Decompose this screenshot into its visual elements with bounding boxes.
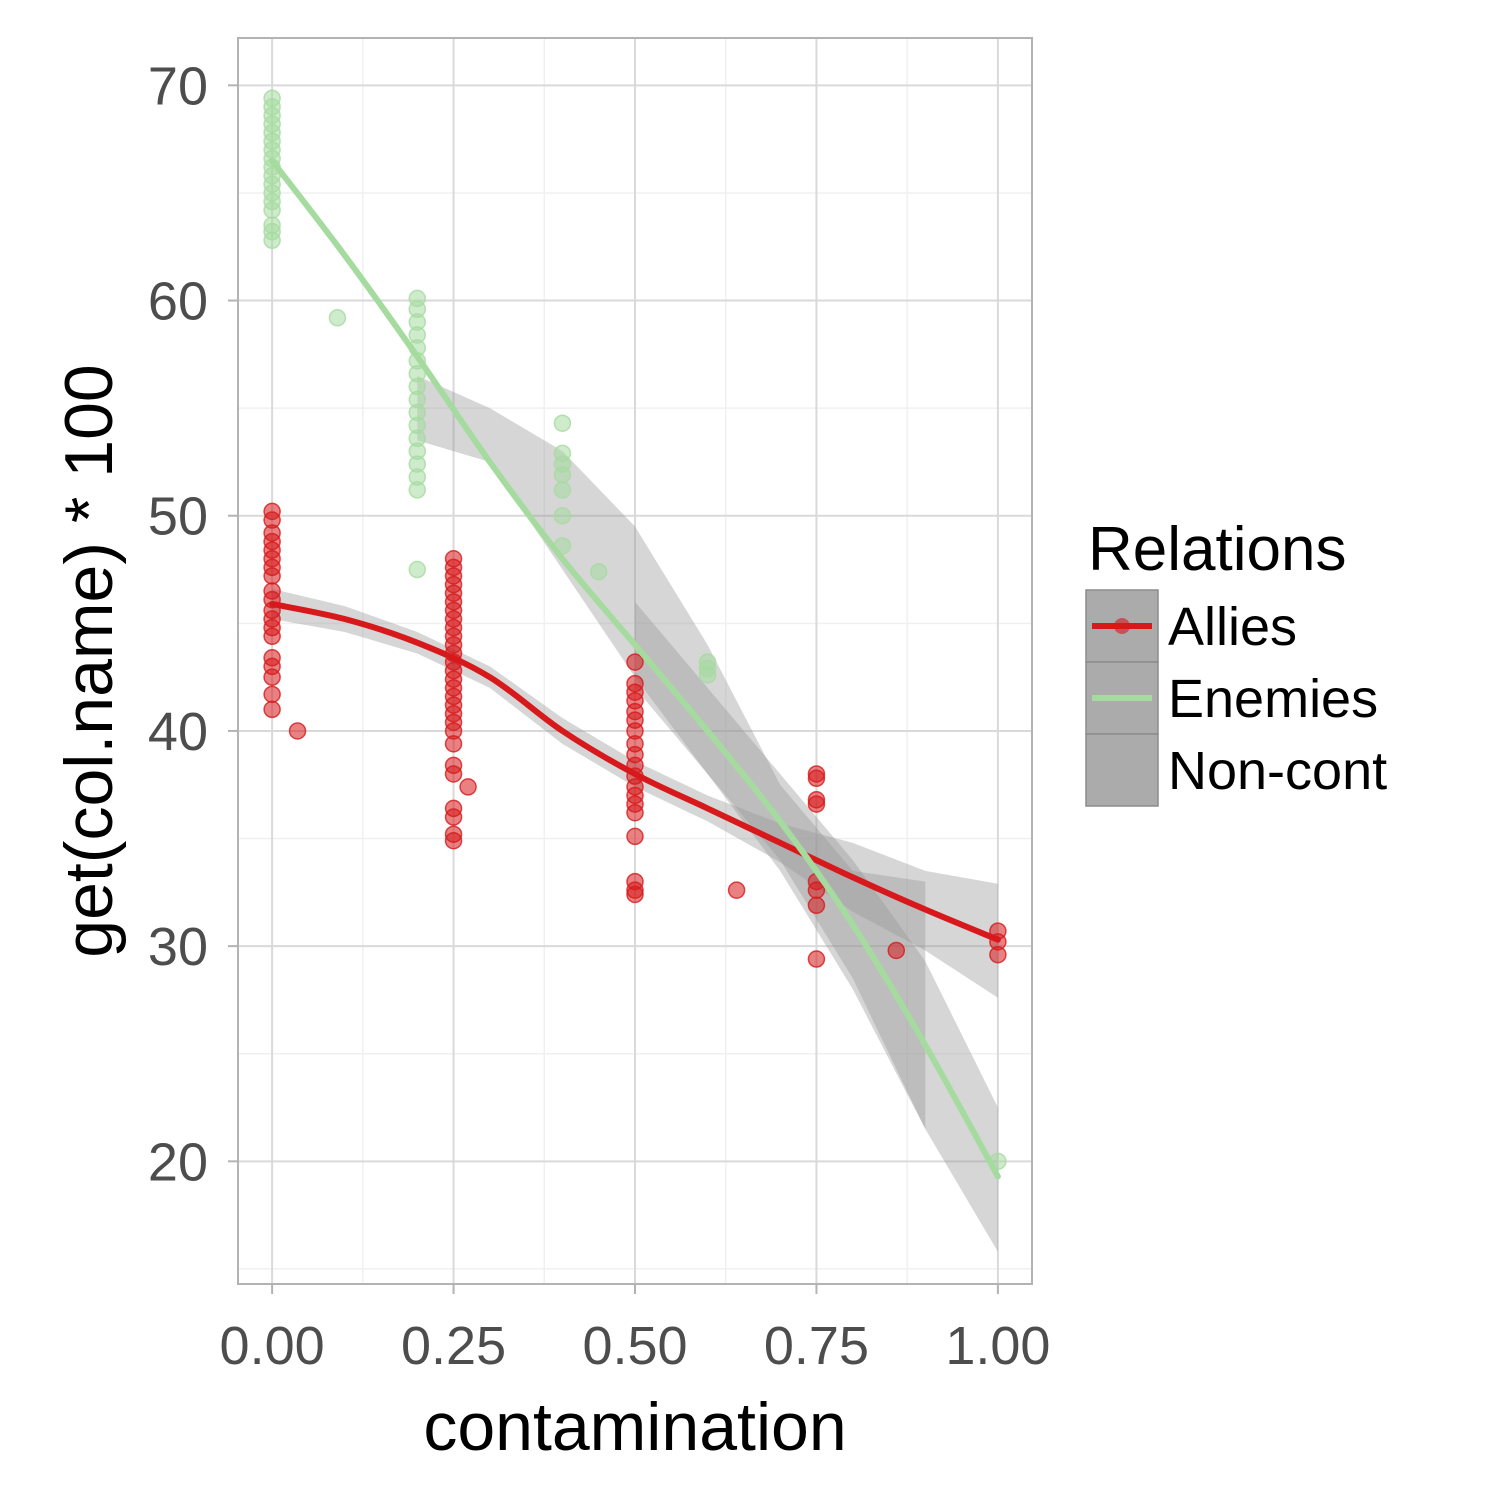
legend-title: Relations <box>1088 515 1346 584</box>
confidence-band-enemies <box>635 601 998 1252</box>
legend-label-allies: Allies <box>1168 597 1297 657</box>
data-point-allies <box>807 896 826 915</box>
data-point-enemies <box>553 414 572 432</box>
data-point-allies <box>626 653 644 671</box>
data-point-allies <box>807 795 826 813</box>
legend-point-allies <box>1114 618 1130 634</box>
y-tick-label: 50 <box>148 487 208 547</box>
data-point-allies <box>459 778 477 796</box>
data-point-allies <box>263 700 281 719</box>
data-point-allies <box>444 765 463 783</box>
data-point-allies <box>444 831 463 850</box>
data-point-enemies <box>553 481 572 499</box>
data-point-allies <box>807 881 826 899</box>
y-tick-label: 70 <box>148 56 208 116</box>
ribbon-layer <box>272 375 998 1252</box>
data-point-enemies <box>553 506 572 525</box>
legend: Relations Allies Enemies Non-cont <box>1085 515 1387 807</box>
data-point-allies <box>263 627 281 646</box>
data-point-enemies <box>328 309 347 327</box>
data-point-enemies <box>553 466 572 484</box>
data-point-allies <box>288 722 307 740</box>
fit-line-enemies <box>269 157 1001 1180</box>
x-axis-ticks: 0.00 0.25 0.50 0.75 1.00 <box>220 1284 1050 1376</box>
x-tick-label: 0.50 <box>582 1316 687 1376</box>
data-point-allies <box>807 769 826 788</box>
fit-layer <box>269 157 1001 1180</box>
x-tick-label: 0.25 <box>401 1316 506 1376</box>
data-point-allies <box>626 827 644 846</box>
y-tick-label: 60 <box>148 272 208 332</box>
x-tick-label: 0.75 <box>764 1316 869 1376</box>
legend-key-non-cont <box>1085 733 1159 807</box>
x-axis-title: contamination <box>423 1389 846 1465</box>
fit-line-allies <box>269 600 1001 943</box>
confidence-band-non-cont <box>417 375 926 1130</box>
data-point-allies <box>887 941 906 960</box>
y-axis-ticks: 20 30 40 50 60 70 <box>148 56 238 1192</box>
y-tick-label: 20 <box>148 1132 208 1192</box>
data-point-allies <box>263 567 281 585</box>
data-point-enemies <box>408 481 427 499</box>
legend-label-enemies: Enemies <box>1168 669 1378 729</box>
data-point-allies <box>807 950 826 968</box>
data-point-enemies <box>263 231 281 250</box>
confidence-band-allies <box>272 588 998 998</box>
legend-label-non-cont: Non-cont <box>1168 741 1387 801</box>
y-axis-title: get(col.name) * 100 <box>51 364 127 957</box>
legend-keys: Allies Enemies Non-cont <box>1085 589 1387 807</box>
x-tick-label: 0.00 <box>220 1316 325 1376</box>
data-point-enemies <box>698 666 717 684</box>
x-tick-label: 1.00 <box>945 1316 1050 1376</box>
data-point-allies <box>263 668 281 686</box>
data-point-allies <box>989 945 1007 964</box>
data-point-allies <box>727 881 746 899</box>
y-tick-label: 40 <box>148 702 208 762</box>
data-point-allies <box>444 735 463 753</box>
data-point-enemies <box>408 560 427 579</box>
y-tick-label: 30 <box>148 917 208 977</box>
data-point-enemies <box>589 562 608 581</box>
data-point-allies <box>626 885 644 904</box>
data-point-allies <box>626 803 644 822</box>
data-point-enemies <box>263 201 281 219</box>
data-point-allies <box>444 808 463 826</box>
data-point-allies <box>263 685 281 704</box>
